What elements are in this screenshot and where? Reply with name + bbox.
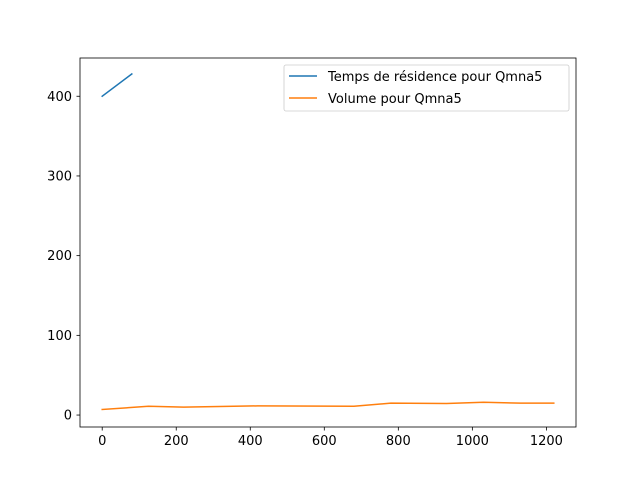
axes-layer: 0 200 400 600 800 1000 1200 0 100 200 300 400 xyxy=(47,57,577,449)
series-line-0 xyxy=(101,72,133,98)
x-tick-label: 200 xyxy=(164,434,189,449)
legend-label-1: Volume pour Qmna5 xyxy=(328,92,462,107)
legend: Temps de résidence pour Qmna5 Volume pour… xyxy=(283,64,570,112)
y-tick-label: 200 xyxy=(47,249,72,264)
x-tick-label: 1000 xyxy=(456,434,489,449)
x-tick-label: 400 xyxy=(238,434,263,449)
x-tick-label: 800 xyxy=(386,434,411,449)
plot-frame xyxy=(79,57,577,428)
y-tick-label: 0 xyxy=(64,409,72,424)
y-tick-label: 400 xyxy=(47,90,72,105)
series-layer xyxy=(101,72,555,411)
y-tick-label: 300 xyxy=(47,169,72,184)
legend-box xyxy=(283,64,570,112)
x-tick-label: 1200 xyxy=(530,434,563,449)
x-tick-label: 0 xyxy=(98,434,106,449)
x-tick-label: 600 xyxy=(312,434,337,449)
y-tick-label: 100 xyxy=(47,329,72,344)
legend-label-0: Temps de résidence pour Qmna5 xyxy=(327,70,542,85)
series-line-1 xyxy=(101,401,555,411)
